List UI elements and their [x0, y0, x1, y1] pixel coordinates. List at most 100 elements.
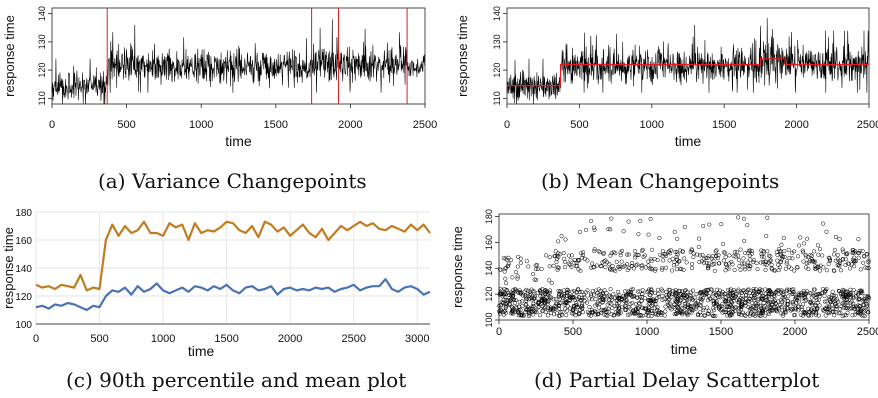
- scatter-point: [598, 292, 603, 297]
- scatter-point: [659, 287, 664, 292]
- scatter-point: [603, 265, 608, 270]
- scatter-point: [689, 303, 694, 308]
- scatter-point: [608, 266, 613, 271]
- scatter-point: [681, 293, 686, 298]
- scatter-point: [504, 288, 509, 293]
- scatter-point: [579, 289, 584, 294]
- scatter-point: [685, 294, 690, 299]
- scatter-point: [755, 267, 760, 272]
- scatter-point: [691, 254, 696, 260]
- scatter-point: [866, 258, 871, 263]
- scatter-point: [763, 259, 768, 264]
- scatter-point: [833, 298, 838, 303]
- scatter-point: [663, 254, 669, 259]
- scatter-point: [618, 264, 623, 269]
- x-tick-label: 0: [504, 119, 510, 131]
- scatter-point: [796, 254, 801, 259]
- scatter-point: [705, 255, 710, 260]
- scatter-point: [498, 290, 503, 295]
- scatter-point: [678, 298, 683, 303]
- scatter-point: [807, 258, 812, 263]
- scatter-point: [842, 313, 847, 318]
- scatter-point: [633, 255, 638, 260]
- scatter-point: [631, 266, 636, 271]
- scatter-point: [681, 267, 686, 272]
- scatter-point: [745, 222, 750, 228]
- scatter-point: [749, 306, 755, 311]
- scatter-point: [579, 298, 584, 303]
- scatter-point: [714, 248, 719, 253]
- scatter-point: [549, 311, 554, 316]
- scatter-point: [588, 291, 593, 296]
- scatter-point: [806, 255, 811, 260]
- scatter-point: [862, 254, 867, 259]
- scatter-point: [712, 268, 717, 273]
- scatter-point: [565, 308, 570, 313]
- y-tick-label: 160: [15, 236, 32, 247]
- scatter-point: [642, 253, 647, 258]
- chart-panel-b: 110 120 130 140 0 500 1000 1500 2000 2500 response…: [449, 0, 878, 149]
- scatter-point: [704, 260, 709, 265]
- x-tick-label: 1500: [214, 333, 238, 345]
- scatter-point: [865, 265, 870, 270]
- scatter-point: [617, 293, 622, 298]
- scatter-point: [790, 250, 795, 255]
- scatter-point: [532, 295, 537, 300]
- scatter-point: [852, 255, 857, 260]
- scatter-point: [795, 295, 800, 300]
- scatter-point: [632, 249, 638, 254]
- scatter-point: [840, 247, 845, 252]
- scatter-point: [590, 261, 595, 266]
- scatter-point: [587, 312, 592, 317]
- scatter-point: [773, 289, 779, 295]
- scatter-point: [508, 258, 514, 263]
- scatter-point: [625, 252, 630, 257]
- scatter-point: [545, 291, 550, 297]
- scatter-point: [858, 290, 863, 295]
- scatter-point: [814, 293, 819, 298]
- scatter-point: [807, 309, 812, 314]
- scatter-point: [571, 307, 576, 312]
- mean-line: [35, 278, 431, 312]
- scatter-point: [774, 250, 779, 255]
- scatter-point: [649, 288, 654, 293]
- scatter-point: [809, 253, 814, 258]
- scatter-point: [630, 260, 635, 266]
- scatter-point: [499, 300, 504, 305]
- scatter-point: [697, 260, 702, 265]
- y-tick-label: 110: [492, 91, 502, 105]
- scatter-point: [838, 292, 843, 297]
- scatter-point: [562, 256, 567, 261]
- scatter-point: [568, 262, 573, 267]
- scatter-point: [523, 295, 528, 300]
- scatter-point: [861, 303, 866, 308]
- series-line: [51, 19, 426, 105]
- scatter-point: [580, 253, 586, 258]
- scatter-point: [510, 311, 516, 316]
- scatter-point: [865, 294, 871, 299]
- scatter-point: [609, 297, 614, 302]
- scatter-point: [669, 294, 674, 299]
- scatter-point: [518, 290, 523, 296]
- scatter-point: [567, 298, 573, 303]
- scatter-point: [766, 312, 771, 317]
- scatter-point: [684, 311, 689, 316]
- scatter-point: [749, 248, 754, 254]
- scatter-point: [786, 294, 791, 299]
- scatter-point: [729, 303, 734, 308]
- scatter-point: [621, 264, 626, 269]
- scatter-point: [543, 309, 548, 315]
- scatter-point: [852, 259, 857, 264]
- scatter-point: [851, 294, 856, 299]
- scatter-point: [506, 255, 511, 260]
- x-tick-label: 1500: [709, 326, 733, 338]
- scatter-point: [662, 313, 667, 318]
- scatter-point: [761, 249, 766, 254]
- scatter-point: [547, 264, 552, 269]
- scatter-point: [763, 287, 768, 292]
- scatter-point: [557, 313, 563, 318]
- scatter-point: [677, 248, 683, 253]
- scatter-point: [828, 300, 833, 305]
- scatter-point: [858, 310, 863, 315]
- y-tick-label: 120: [484, 287, 494, 302]
